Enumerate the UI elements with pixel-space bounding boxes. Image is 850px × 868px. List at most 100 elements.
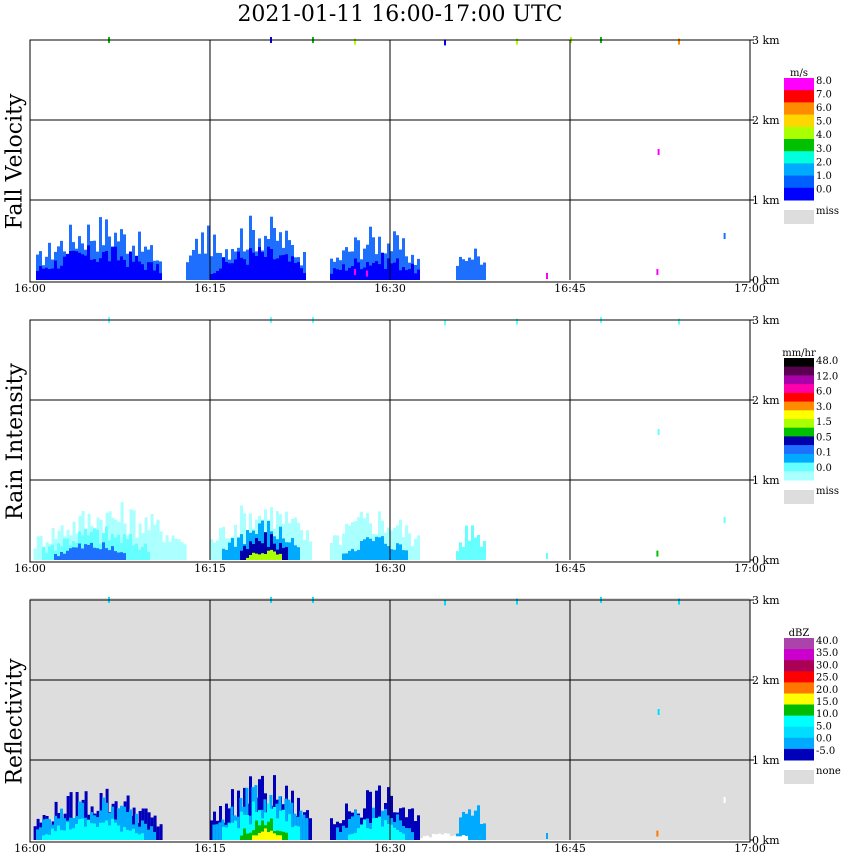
precip-column xyxy=(441,834,444,840)
precip-column xyxy=(66,550,69,560)
precip-column xyxy=(117,260,120,280)
precip-column xyxy=(48,819,51,840)
colorbar-label: 5.0 xyxy=(816,721,832,732)
precip-column xyxy=(300,268,303,280)
precip-column xyxy=(99,258,102,280)
precip-column xyxy=(480,264,483,280)
colorbar-label: 1.5 xyxy=(816,417,832,428)
precip-column xyxy=(249,555,252,560)
precip-column xyxy=(225,803,228,840)
precip-column xyxy=(342,264,345,280)
precip-column xyxy=(69,548,72,560)
data-speck xyxy=(678,318,680,325)
precip-column xyxy=(273,551,276,560)
precip-column xyxy=(234,259,237,280)
precip-column xyxy=(218,822,222,840)
precip-column xyxy=(237,790,240,840)
precip-column xyxy=(423,836,426,840)
precip-column xyxy=(270,249,273,280)
precip-column xyxy=(378,236,381,280)
precip-column xyxy=(60,265,63,280)
precip-column xyxy=(90,823,93,840)
colorbar-extra-swatch xyxy=(784,490,814,504)
precip-column xyxy=(240,257,243,280)
precip-column xyxy=(284,798,288,840)
precip-column xyxy=(279,835,282,840)
precip-column xyxy=(402,826,405,840)
precip-column xyxy=(126,253,129,280)
precip-column xyxy=(330,273,333,280)
precip-column xyxy=(305,818,309,840)
precip-column xyxy=(54,815,57,840)
colorbar-swatch xyxy=(784,671,814,683)
precip-column xyxy=(99,519,103,560)
precip-column xyxy=(78,543,81,560)
precip-column xyxy=(402,537,405,560)
precip-column xyxy=(102,542,105,560)
precip-column xyxy=(432,833,435,840)
precip-column xyxy=(399,832,402,840)
colorbar-swatch xyxy=(784,139,814,152)
precip-column xyxy=(57,268,60,280)
precip-column xyxy=(144,823,147,840)
precip-column xyxy=(288,523,291,560)
precip-column xyxy=(246,264,249,280)
colorbar-label: 3.0 xyxy=(816,144,832,155)
precip-column xyxy=(348,819,351,840)
precip-column xyxy=(267,832,270,840)
precip-column xyxy=(471,525,474,560)
colorbar-label: 1.0 xyxy=(816,171,832,182)
precip-column xyxy=(72,547,75,560)
precip-column xyxy=(138,523,142,560)
precip-column xyxy=(285,832,288,840)
precip-column xyxy=(363,267,366,280)
precip-column xyxy=(126,539,129,560)
precip-column xyxy=(237,251,240,280)
precip-column xyxy=(345,803,348,840)
precip-column xyxy=(246,530,249,560)
precip-column xyxy=(243,545,246,560)
precip-column xyxy=(357,517,360,560)
colorbar-unit: mm/hr xyxy=(782,348,816,359)
precip-column xyxy=(369,226,372,280)
precip-column xyxy=(105,251,108,280)
precip-column xyxy=(375,536,378,560)
precip-column xyxy=(138,231,141,280)
precip-column xyxy=(129,830,132,840)
precip-column xyxy=(333,824,336,840)
precip-column xyxy=(222,257,225,280)
precip-column xyxy=(393,231,396,280)
y-tick-label: 0 km xyxy=(752,834,780,847)
precip-column xyxy=(408,269,411,280)
precip-column xyxy=(243,814,246,840)
precip-column xyxy=(39,827,42,840)
precip-column xyxy=(252,252,255,280)
colorbar-swatch xyxy=(784,90,814,103)
precip-column xyxy=(108,825,111,840)
precip-column xyxy=(147,829,150,840)
colorbar-label: 0.1 xyxy=(816,448,832,459)
precip-column xyxy=(213,273,216,280)
precip-column xyxy=(39,536,43,560)
x-tick-label: 16:00 xyxy=(14,282,46,295)
precip-column xyxy=(306,530,309,560)
precip-column xyxy=(264,554,267,560)
x-tick-label: 16:45 xyxy=(554,562,586,575)
precip-column xyxy=(402,550,405,560)
precip-column xyxy=(399,270,402,280)
precip-column xyxy=(39,251,42,280)
precip-column xyxy=(99,217,102,280)
precip-column xyxy=(150,826,153,840)
precip-column xyxy=(90,542,93,560)
precip-column xyxy=(348,251,351,280)
precip-column xyxy=(237,828,240,840)
precip-column xyxy=(156,519,160,560)
precip-column xyxy=(246,557,249,560)
colorbar-unit: m/s xyxy=(790,68,808,79)
data-speck xyxy=(657,429,660,435)
precip-column xyxy=(396,258,399,280)
y-tick-label: 2 km xyxy=(752,114,780,127)
precip-column xyxy=(81,818,84,840)
precip-column xyxy=(267,520,270,560)
